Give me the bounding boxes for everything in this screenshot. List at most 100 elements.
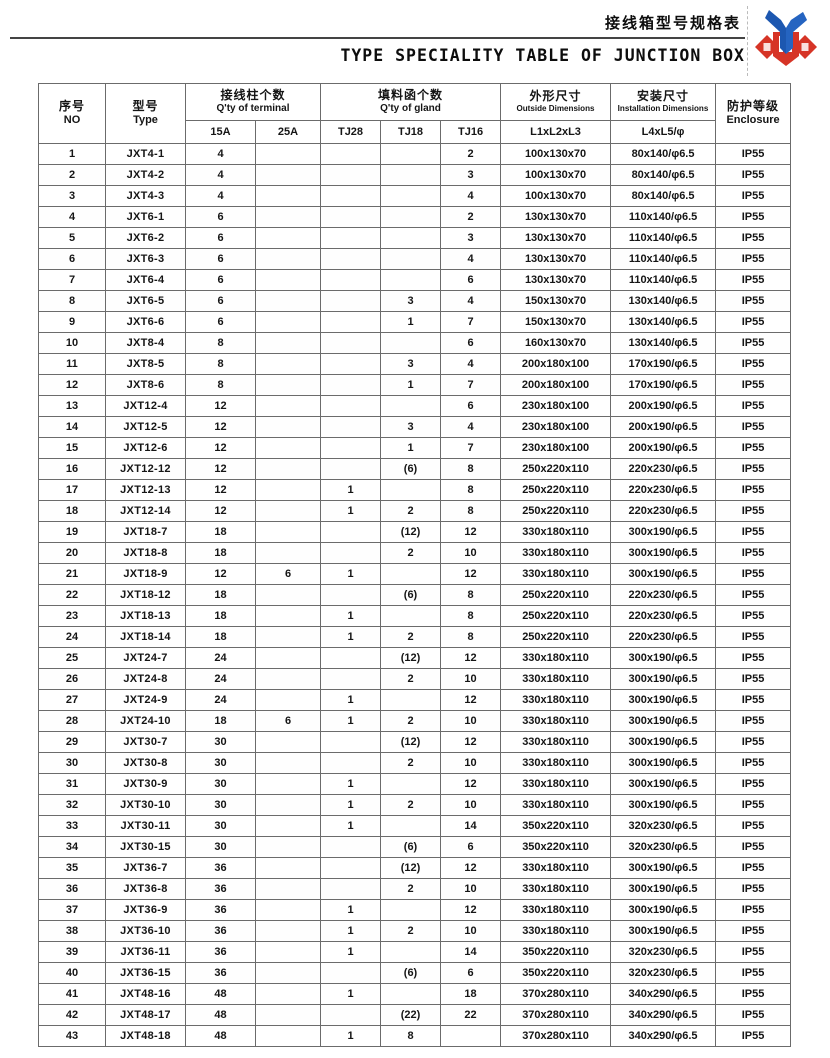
cell-tj18 [380, 332, 442, 354]
cell-outside-dim: 200x180x100 [500, 353, 612, 375]
cell-tj18: 2 [380, 794, 442, 816]
cell-25a [254, 500, 322, 522]
table-row: 4 JXT6-1 6 2 130x130x70 110x140/φ6.5 IP55 [38, 206, 792, 228]
cell-outside-dim: 130x130x70 [500, 269, 612, 291]
cell-tj16: 18 [440, 983, 502, 1005]
cell-tj28: 1 [320, 479, 382, 501]
col-install-en: Installation Dimensions [617, 103, 709, 113]
cell-tj28 [320, 185, 382, 207]
cell-outside-dim: 330x180x110 [500, 773, 612, 795]
cell-15a: 36 [185, 920, 256, 942]
cell-no: 36 [38, 878, 106, 900]
cell-tj18: (12) [380, 521, 442, 543]
cell-tj16: 10 [440, 920, 502, 942]
cell-no: 27 [38, 689, 106, 711]
cell-tj18: 1 [380, 374, 442, 396]
cell-no: 2 [38, 164, 106, 186]
cell-enclosure: IP55 [715, 878, 792, 900]
cell-enclosure: IP55 [715, 815, 792, 837]
cell-tj16: 12 [440, 521, 502, 543]
cell-tj18: (12) [380, 857, 442, 879]
cell-enclosure: IP55 [715, 836, 792, 858]
cell-type: JXT18-8 [105, 542, 186, 564]
cell-no: 5 [38, 227, 106, 249]
cell-25a [254, 836, 322, 858]
cell-tj28: 1 [320, 500, 382, 522]
page-title-chinese: 接线箱型号规格表 [10, 6, 745, 39]
cell-25a [254, 962, 322, 984]
table-row: 32 JXT30-10 30 1 2 10 330x180x110 300x190/φ6.5 I… [38, 794, 792, 816]
cell-tj18: (22) [380, 1004, 442, 1026]
cell-type: JXT36-15 [105, 962, 186, 984]
table-row: 34 JXT30-15 30 (6) 6 350x220x110 320x230/φ6.5 I… [38, 836, 792, 858]
cell-tj28 [320, 458, 382, 480]
cell-no: 40 [38, 962, 106, 984]
cell-25a: 6 [254, 563, 322, 585]
cell-tj16: 6 [440, 962, 502, 984]
cell-15a: 36 [185, 878, 256, 900]
col-header-tj16: TJ16 [440, 120, 502, 144]
cell-tj16: 8 [440, 458, 502, 480]
cell-15a: 24 [185, 647, 256, 669]
cell-type: JXT48-16 [105, 983, 186, 1005]
cell-type: JXT6-3 [105, 248, 186, 270]
cell-tj16: 12 [440, 647, 502, 669]
cell-25a [254, 353, 322, 375]
cell-tj28 [320, 836, 382, 858]
col-header-l1l2l3: L1xL2xL3 [500, 120, 612, 144]
cell-25a [254, 332, 322, 354]
cell-outside-dim: 370x280x110 [500, 1025, 612, 1047]
table-row: 35 JXT36-7 36 (12) 12 330x180x110 300x190/φ6.5… [38, 857, 792, 879]
cell-25a [254, 479, 322, 501]
cell-tj28: 1 [320, 941, 382, 963]
table-row: 1 JXT4-1 4 2 100x130x70 80x140/φ6.5 IP55 [38, 143, 792, 165]
cell-outside-dim: 250x220x110 [500, 458, 612, 480]
cell-type: JXT12-13 [105, 479, 186, 501]
table-row: 10 JXT8-4 8 6 160x130x70 130x140/φ6.5 IP55 [38, 332, 792, 354]
cell-tj16: 12 [440, 857, 502, 879]
cell-tj18 [380, 815, 442, 837]
cell-25a [254, 185, 322, 207]
cell-15a: 12 [185, 500, 256, 522]
table-row: 5 JXT6-2 6 3 130x130x70 110x140/φ6.5 IP55 [38, 227, 792, 249]
cell-tj16: 7 [440, 437, 502, 459]
cell-type: JXT18-9 [105, 563, 186, 585]
cell-outside-dim: 100x130x70 [500, 164, 612, 186]
cell-enclosure: IP55 [715, 1025, 792, 1047]
cell-type: JXT24-9 [105, 689, 186, 711]
cell-tj16: 12 [440, 563, 502, 585]
cell-no: 14 [38, 416, 106, 438]
cell-tj28: 1 [320, 773, 382, 795]
cell-tj18: 3 [380, 290, 442, 312]
cell-tj18: 3 [380, 353, 442, 375]
cell-enclosure: IP55 [715, 206, 792, 228]
cell-type: JXT4-1 [105, 143, 186, 165]
table-row: 27 JXT24-9 24 1 12 330x180x110 300x190/φ6.5 IP5… [38, 689, 792, 711]
cell-enclosure: IP55 [715, 752, 792, 774]
cell-type: JXT6-4 [105, 269, 186, 291]
cell-tj18: 2 [380, 668, 442, 690]
cell-install-dim: 300x190/φ6.5 [610, 521, 717, 543]
col-terminal-cn: 接线柱个数 [220, 88, 286, 103]
cell-no: 34 [38, 836, 106, 858]
cell-install-dim: 300x190/φ6.5 [610, 794, 717, 816]
cell-outside-dim: 200x180x100 [500, 374, 612, 396]
cell-enclosure: IP55 [715, 794, 792, 816]
cell-enclosure: IP55 [715, 143, 792, 165]
cell-tj28: 1 [320, 815, 382, 837]
cell-25a [254, 521, 322, 543]
cell-tj18 [380, 227, 442, 249]
cell-type: JXT4-2 [105, 164, 186, 186]
table-row: 19 JXT18-7 18 (12) 12 330x180x110 300x190/φ6.5… [38, 521, 792, 543]
cell-outside-dim: 370x280x110 [500, 983, 612, 1005]
cell-enclosure: IP55 [715, 248, 792, 270]
cell-install-dim: 300x190/φ6.5 [610, 920, 717, 942]
cell-tj28 [320, 332, 382, 354]
cell-install-dim: 130x140/φ6.5 [610, 311, 717, 333]
cell-tj16: 14 [440, 941, 502, 963]
cell-25a [254, 395, 322, 417]
cell-tj18: 8 [380, 1025, 442, 1047]
cell-tj28 [320, 311, 382, 333]
cell-tj16: 6 [440, 836, 502, 858]
cell-15a: 6 [185, 269, 256, 291]
